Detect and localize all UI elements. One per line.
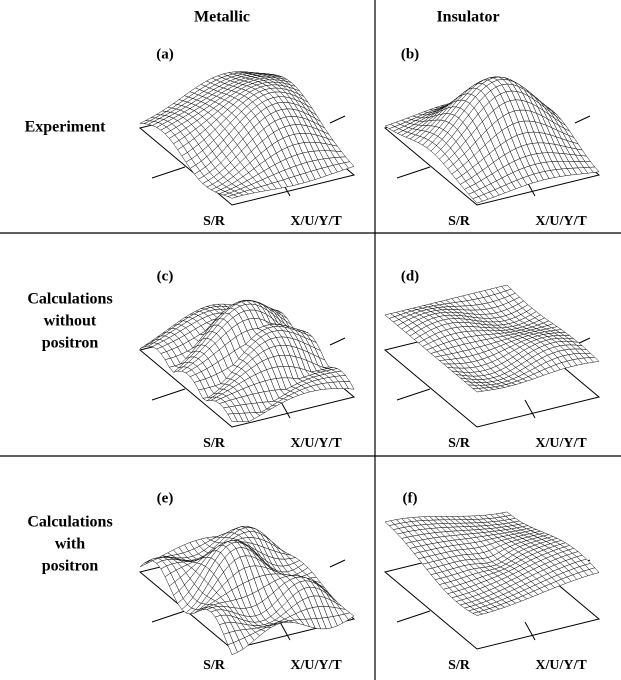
row-labels: Experiment Calculations without positron Cal… bbox=[25, 119, 113, 575]
axis-tick bbox=[151, 388, 186, 401]
mesh-cell bbox=[227, 194, 239, 199]
surface-mesh bbox=[384, 511, 600, 616]
surface-panel: (d) S/R X/U/Y/T bbox=[383, 268, 601, 451]
axis-tick bbox=[329, 559, 346, 568]
axis-tick bbox=[329, 115, 346, 124]
surface-mesh bbox=[384, 284, 600, 393]
row-label: Experiment bbox=[25, 119, 107, 136]
row-label: positron bbox=[42, 335, 99, 352]
surface-panel: (b) S/R X/U/Y/T bbox=[383, 46, 601, 229]
panel-label: (a) bbox=[156, 46, 174, 62]
row-label: Calculations bbox=[27, 514, 112, 531]
axis-label: X/U/Y/T bbox=[535, 214, 587, 229]
row-label: positron bbox=[42, 558, 99, 575]
surface-mesh bbox=[139, 525, 355, 656]
row-label: Calculations bbox=[27, 291, 112, 308]
axis-label: S/R bbox=[448, 214, 471, 229]
axis-tick bbox=[279, 621, 291, 641]
panels: (a)S/R X/U/Y/T(b)S/R X/U/Y/T(c)S/R X/U/Y/T(… bbox=[138, 46, 601, 673]
axis-label: X/U/Y/T bbox=[290, 436, 342, 451]
axis-tick bbox=[524, 621, 536, 641]
surface-panel: (e) S/R X/U/Y/T bbox=[138, 490, 356, 673]
mesh-cell bbox=[227, 413, 238, 422]
axis-tick bbox=[151, 166, 186, 179]
axis-label: X/U/Y/T bbox=[290, 214, 342, 229]
surface-panel: (a) S/R X/U/Y/T bbox=[138, 46, 356, 229]
panel-label: (b) bbox=[401, 46, 419, 62]
axis-tick bbox=[396, 166, 431, 179]
column-header: Metallic bbox=[194, 9, 250, 26]
panel-label: (c) bbox=[157, 268, 174, 284]
axis-tick bbox=[524, 399, 536, 419]
axis-label: S/R bbox=[203, 436, 226, 451]
surface-mesh bbox=[384, 76, 600, 204]
surface-mesh bbox=[139, 299, 355, 423]
mesh-cell bbox=[472, 611, 484, 616]
surface-panel: (c) S/R X/U/Y/T bbox=[138, 268, 356, 451]
row-label: without bbox=[44, 313, 97, 330]
axis-label: X/U/Y/T bbox=[535, 658, 587, 673]
axis-tick bbox=[396, 388, 431, 401]
axis-tick bbox=[574, 115, 591, 124]
column-header: Insulator bbox=[436, 9, 499, 26]
axis-tick bbox=[396, 610, 431, 623]
panel-label: (f) bbox=[403, 490, 418, 506]
panel-label: (d) bbox=[401, 268, 419, 284]
axis-label: S/R bbox=[448, 658, 471, 673]
axis-label: X/U/Y/T bbox=[290, 658, 342, 673]
mesh-cell bbox=[472, 196, 483, 204]
axis-tick bbox=[151, 610, 186, 623]
axis-label: S/R bbox=[448, 436, 471, 451]
mesh-cell bbox=[227, 642, 238, 656]
panel-label: (e) bbox=[157, 490, 174, 506]
surface-panel: (f) S/R X/U/Y/T bbox=[383, 490, 601, 673]
axis-label: S/R bbox=[203, 214, 226, 229]
surface-mesh bbox=[139, 71, 355, 199]
row-label: with bbox=[55, 536, 85, 553]
axis-tick bbox=[329, 337, 346, 346]
axis-label: S/R bbox=[203, 658, 226, 673]
mesh-cell bbox=[472, 388, 484, 393]
axis-label: X/U/Y/T bbox=[535, 436, 587, 451]
mesh-cell bbox=[139, 560, 150, 568]
